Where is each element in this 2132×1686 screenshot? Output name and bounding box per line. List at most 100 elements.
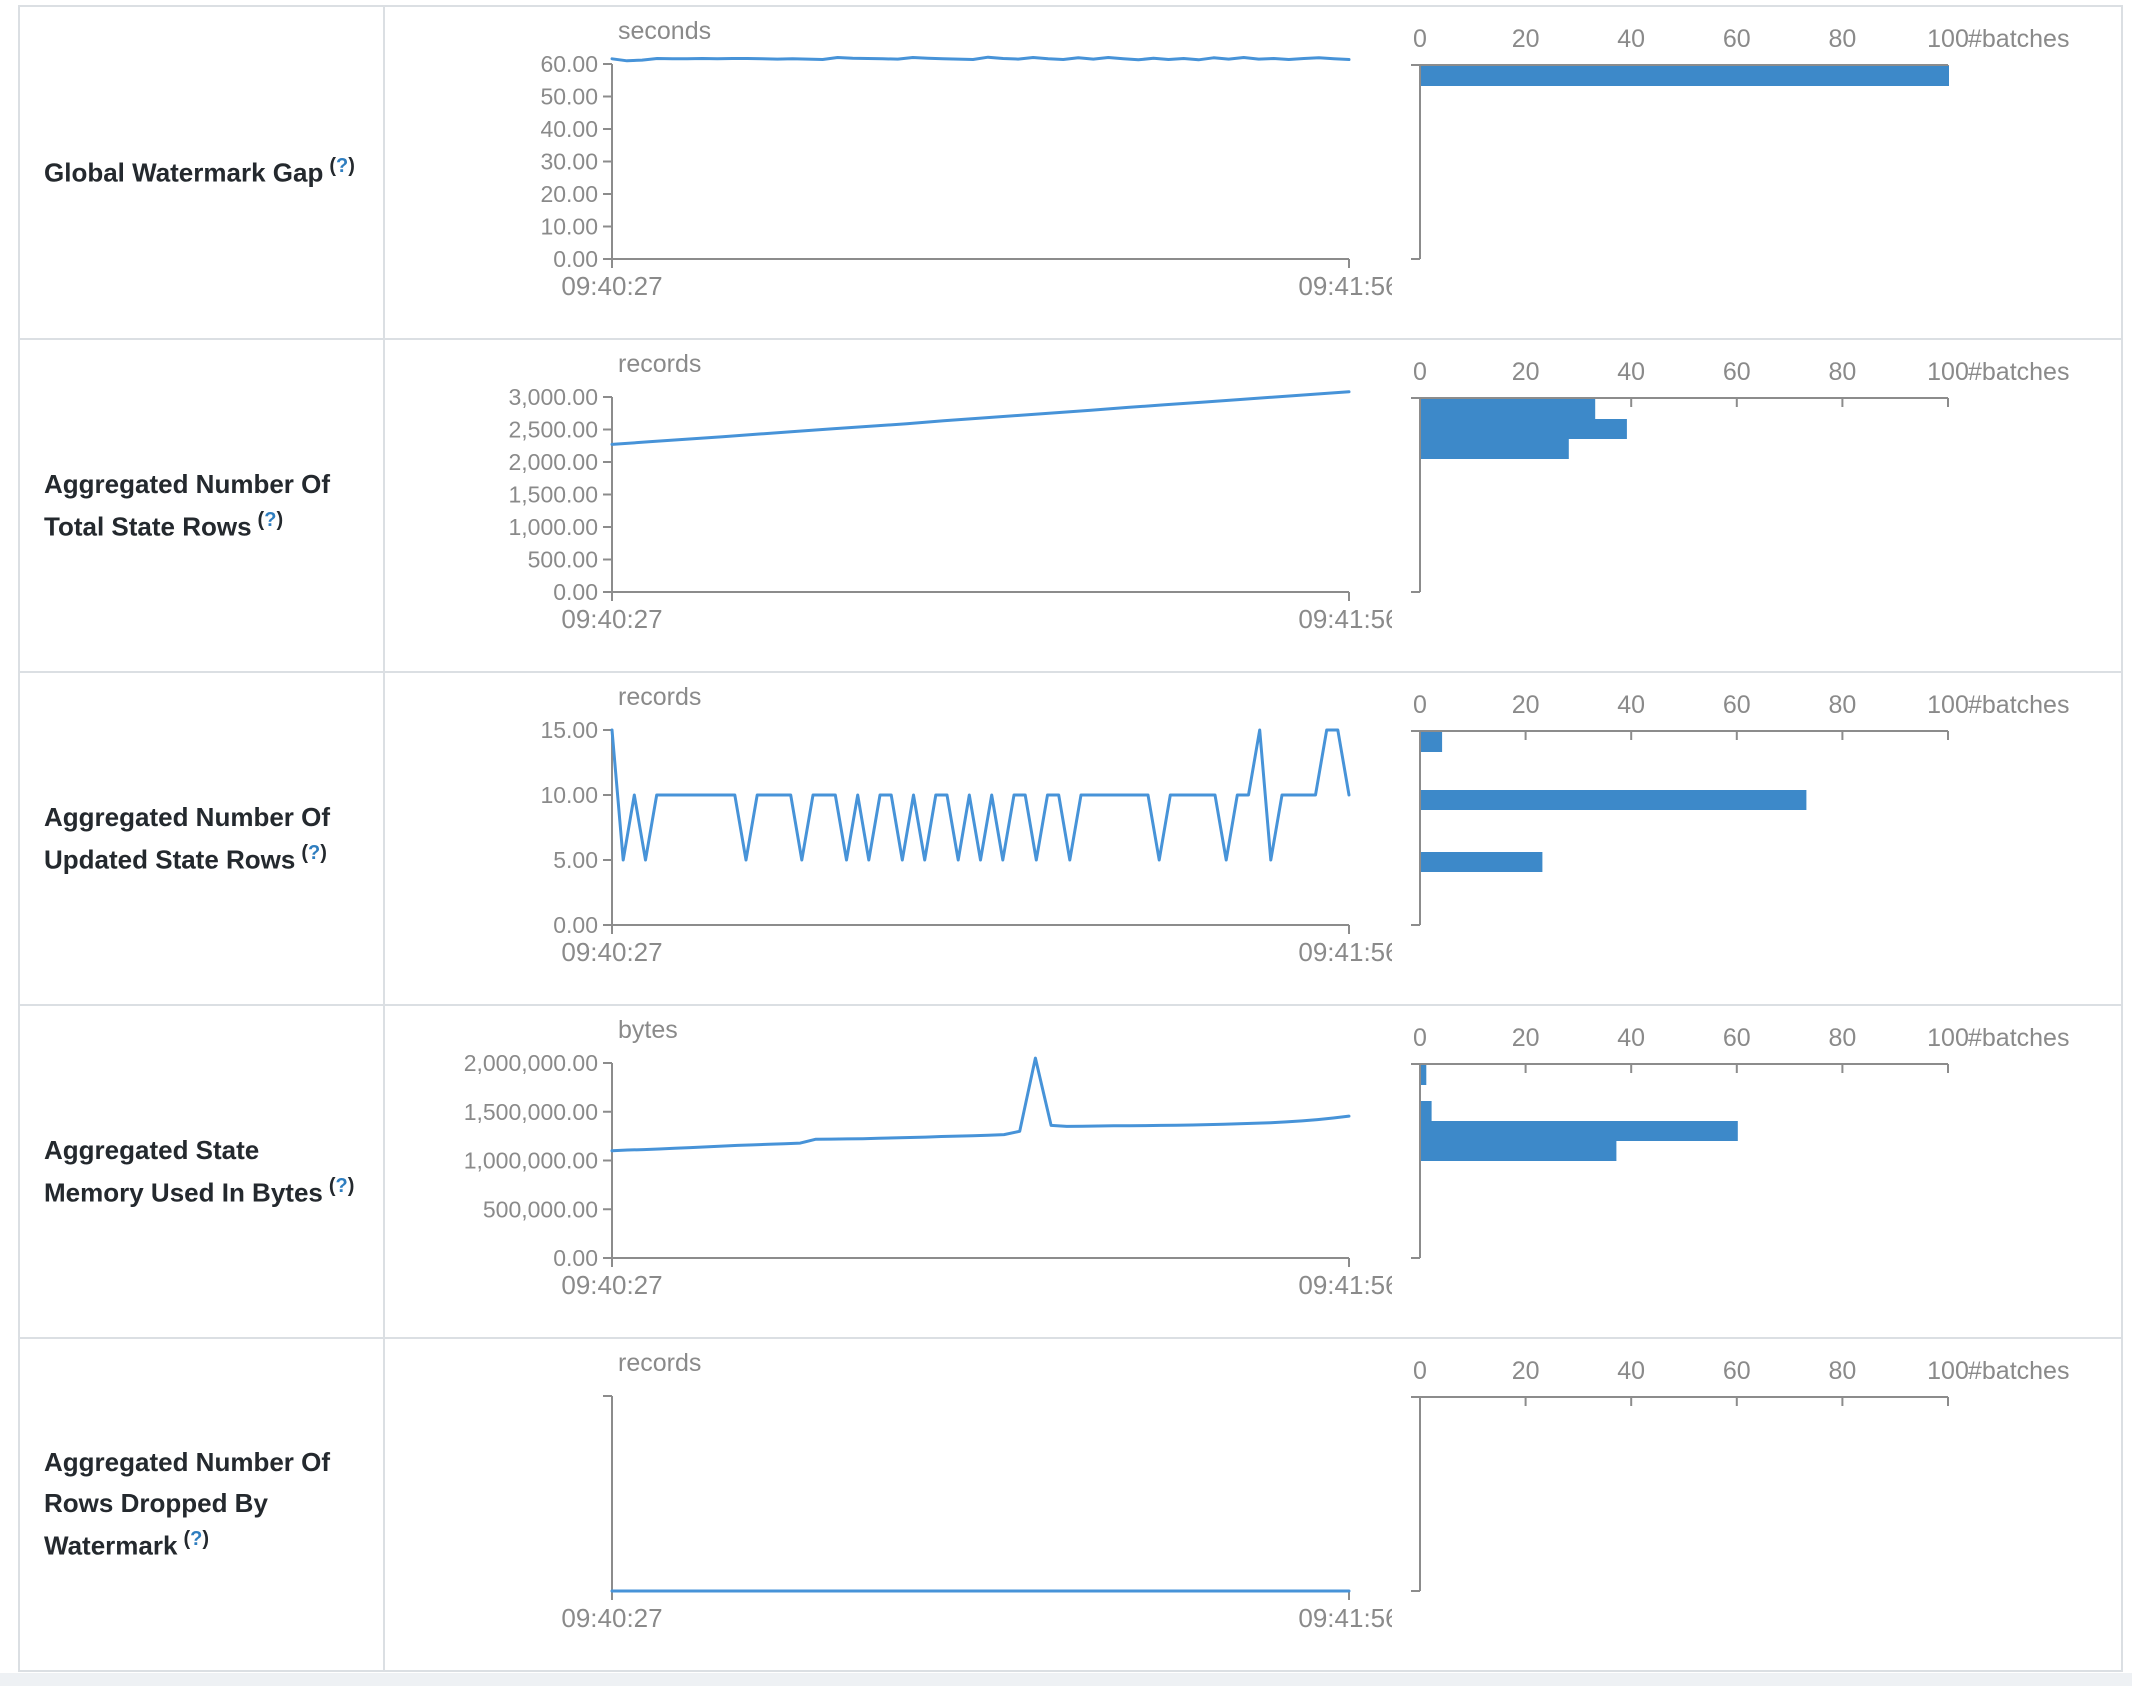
batch-tick-label: 40 — [1617, 691, 1645, 719]
batches-axis-label: #batches — [1968, 1024, 2069, 1052]
help-paren-close: ) — [276, 508, 284, 531]
help-question-icon[interactable]: ? — [190, 1528, 203, 1551]
metric-label-text: Aggregated Number Of Updated State Rows — [44, 801, 331, 875]
y-tick-label: 1,500,000.00 — [464, 1099, 598, 1125]
metric-label-cell: Aggregated Number Of Total State Rows (?) — [20, 340, 385, 671]
help-question-icon[interactable]: ? — [264, 508, 277, 531]
y-tick-label: 1,000,000.00 — [464, 1148, 598, 1174]
help-paren-open: ( — [183, 1528, 191, 1551]
batch-tick-label: 40 — [1617, 358, 1645, 386]
y-tick-label: 0.00 — [553, 912, 598, 938]
batch-tick-label: 60 — [1723, 25, 1751, 53]
batch-tick-label: 80 — [1828, 25, 1856, 53]
histogram-bar — [1421, 1065, 1427, 1085]
histogram-chart: 0 20 40 60 80 100 #batches — [1411, 1024, 2069, 1259]
batches-axis-label: #batches — [1968, 358, 2069, 386]
timeline-chart: seconds 60.00 50.00 40.00 30.00 20.00 10.00 0.0… — [540, 17, 1392, 301]
metric-label-text: Aggregated Number Of Rows Dropped By Wat… — [44, 1447, 331, 1561]
batch-tick-label: 80 — [1828, 1024, 1856, 1052]
timeline-series-line — [610, 55, 1351, 63]
help-link[interactable]: (?) — [301, 842, 327, 864]
charts-cell: records 09:40:27 09:41:56 0 20 40 60 80 100 #bat… — [385, 1339, 2121, 1670]
charts-cell: bytes 2,000,000.00 1,500,000.00 1,000,000.0… — [385, 1006, 2121, 1337]
charts-cell: seconds 60.00 50.00 40.00 30.00 20.00 10.00 0.0… — [385, 7, 2121, 338]
metric-label: Global Watermark Gap (?) — [44, 151, 355, 194]
help-link[interactable]: (?) — [329, 1175, 355, 1197]
help-paren-close: ) — [202, 1528, 209, 1551]
batch-tick-label: 100 — [1927, 25, 1969, 53]
y-tick-label: 1,500.00 — [508, 482, 598, 508]
help-paren-open: ( — [301, 841, 309, 864]
histogram-chart: 0 20 40 60 80 100 #batches — [1411, 691, 2069, 926]
histogram-bar — [1421, 439, 1569, 459]
histogram-bar — [1421, 66, 1949, 86]
timeline-chart: bytes 2,000,000.00 1,500,000.00 1,000,000.0… — [464, 1016, 1392, 1300]
help-paren-close: ) — [348, 155, 355, 178]
batch-tick-label: 60 — [1723, 691, 1751, 719]
metric-row: Aggregated Number Of Total State Rows (?)… — [20, 340, 2121, 673]
batches-axis-label: #batches — [1968, 691, 2069, 719]
batch-tick-label: 100 — [1927, 691, 1969, 719]
y-tick-label: 15.00 — [540, 717, 598, 743]
x-start-time-label: 09:40:27 — [561, 1270, 662, 1300]
batch-tick-label: 40 — [1617, 1357, 1645, 1385]
histogram-bar — [1421, 1141, 1617, 1161]
charts-cell: records 15.00 10.00 5.00 0.00 09:40:27 09:41:5… — [385, 673, 2121, 1004]
help-link[interactable]: (?) — [329, 155, 355, 177]
metric-label-text: Global Watermark Gap — [44, 157, 324, 188]
batch-tick-label: 20 — [1512, 358, 1540, 386]
x-end-time-label: 09:41:56 — [1298, 937, 1392, 967]
help-question-icon[interactable]: ? — [336, 155, 349, 178]
timeline-series-line — [610, 728, 1351, 862]
y-tick-label: 2,500.00 — [508, 417, 598, 443]
unit-label: records — [618, 350, 701, 378]
unit-label: bytes — [618, 1016, 678, 1044]
timeline-chart: records 3,000.00 2,500.00 2,000.00 1,500.00 1… — [508, 350, 1392, 634]
y-tick-label: 30.00 — [540, 149, 598, 175]
histogram-bar — [1421, 399, 1596, 419]
metric-row: Aggregated Number Of Rows Dropped By Wat… — [20, 1339, 2121, 1672]
charts-cell: records 3,000.00 2,500.00 2,000.00 1,500.00 1… — [385, 340, 2121, 671]
help-link[interactable]: (?) — [258, 509, 284, 531]
page-footer-strip — [0, 1673, 2132, 1686]
x-start-time-label: 09:40:27 — [561, 1603, 662, 1633]
y-tick-label: 2,000,000.00 — [464, 1050, 598, 1076]
metric-row: Aggregated State Memory Used In Bytes (?)… — [20, 1006, 2121, 1339]
histogram-bar — [1421, 1121, 1738, 1141]
y-tick-label: 10.00 — [540, 214, 598, 240]
batch-tick-label: 0 — [1413, 691, 1427, 719]
y-tick-label: 5.00 — [553, 847, 598, 873]
batch-tick-label: 100 — [1927, 1357, 1969, 1385]
x-end-time-label: 09:41:56 — [1298, 604, 1392, 634]
metric-label: Aggregated Number Of Rows Dropped By Wat… — [44, 1442, 357, 1567]
histogram-chart: 0 20 40 60 80 100 #batches — [1411, 1357, 2069, 1592]
help-link[interactable]: (?) — [183, 1528, 209, 1550]
metric-label-text: Aggregated State Memory Used In Bytes — [44, 1134, 323, 1208]
batch-tick-label: 0 — [1413, 25, 1427, 53]
metric-label-cell: Aggregated Number Of Updated State Rows(… — [20, 673, 385, 1004]
batch-tick-label: 0 — [1413, 1357, 1427, 1385]
timeline-series-line — [610, 390, 1351, 446]
histogram-chart: 0 20 40 60 80 100 #batches — [1411, 358, 2069, 593]
unit-label: seconds — [618, 17, 711, 45]
batch-tick-label: 20 — [1512, 691, 1540, 719]
y-tick-label: 2,000.00 — [508, 449, 598, 475]
batch-tick-label: 60 — [1723, 1357, 1751, 1385]
y-tick-label: 1,000.00 — [508, 514, 598, 540]
histogram-bar — [1421, 852, 1543, 872]
help-question-icon[interactable]: ? — [308, 841, 321, 864]
y-tick-label: 3,000.00 — [508, 384, 598, 410]
histogram-bar — [1421, 732, 1443, 752]
help-paren-open: ( — [328, 1174, 336, 1197]
metric-row: Global Watermark Gap (?) seconds 60.00 50.0… — [20, 7, 2121, 340]
batch-tick-label: 60 — [1723, 1024, 1751, 1052]
metric-label-cell: Global Watermark Gap (?) — [20, 7, 385, 338]
y-tick-label: 500.00 — [528, 547, 598, 573]
x-start-time-label: 09:40:27 — [561, 937, 662, 967]
batch-tick-label: 80 — [1828, 358, 1856, 386]
help-question-icon[interactable]: ? — [335, 1174, 348, 1197]
help-paren-open: ( — [329, 155, 337, 178]
y-tick-label: 60.00 — [540, 51, 598, 77]
histogram-bar — [1421, 790, 1807, 810]
y-tick-label: 500,000.00 — [483, 1196, 598, 1222]
